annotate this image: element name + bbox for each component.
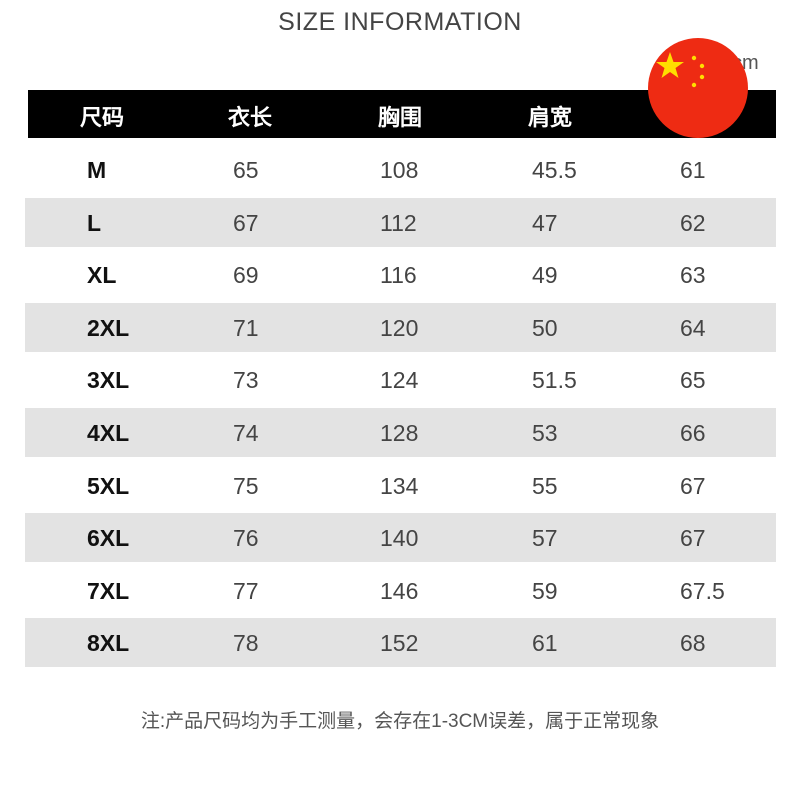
table-row: 5XL 75 134 55 67 [25, 461, 776, 510]
size-cell: 4XL [87, 420, 130, 446]
header-length: 衣长 [228, 105, 273, 130]
table-header: 尺码 衣长 胸围 肩宽 [28, 90, 776, 138]
value-cell: 59 [532, 577, 558, 604]
value-cell: 57 [532, 525, 558, 552]
value-cell: 49 [532, 262, 558, 289]
value-cell: 77 [233, 577, 259, 604]
table-row: 7XL 77 146 59 67.5 [25, 566, 776, 615]
value-cell: 65 [680, 367, 706, 394]
page-title: SIZE INFORMATION [278, 8, 522, 36]
table-row: 2XL 71 120 50 64 [25, 302, 776, 352]
value-cell: 152 [380, 630, 419, 657]
value-cell: 53 [532, 420, 558, 446]
value-cell: 67 [680, 525, 706, 552]
value-cell: 61 [680, 157, 706, 183]
value-cell: 71 [233, 314, 259, 341]
value-cell: 47 [532, 209, 558, 236]
size-cell: 5XL [87, 472, 130, 499]
value-cell: 50 [532, 314, 558, 341]
value-cell: 67 [233, 209, 259, 236]
table-row: 3XL 73 124 51.5 65 [25, 355, 776, 404]
value-cell: 67 [680, 472, 706, 499]
size-cell: 7XL [87, 577, 130, 604]
value-cell: 78 [233, 630, 259, 657]
value-cell: 67.5 [680, 577, 725, 604]
china-flag-icon [648, 38, 748, 138]
value-cell: 68 [680, 630, 706, 657]
value-cell: 66 [680, 420, 706, 446]
size-cell: L [87, 209, 102, 236]
value-cell: 124 [380, 367, 419, 394]
size-cell: 6XL [87, 525, 130, 552]
value-cell: 112 [380, 209, 417, 236]
table-row: M 65 108 45.5 61 [25, 145, 776, 194]
value-cell: 51.5 [532, 367, 577, 394]
value-cell: 62 [680, 209, 706, 236]
size-cell: 8XL [87, 630, 130, 657]
value-cell: 120 [380, 314, 419, 341]
value-cell: 146 [380, 577, 419, 604]
value-cell: 65 [233, 157, 259, 183]
value-cell: 116 [380, 262, 417, 289]
header-chest: 胸围 [378, 105, 423, 130]
value-cell: 61 [532, 630, 558, 657]
value-cell: 63 [680, 262, 706, 289]
value-cell: 75 [233, 472, 259, 499]
table-row: XL 69 116 49 63 [25, 250, 776, 299]
value-cell: 69 [233, 262, 259, 289]
value-cell: 74 [233, 420, 259, 446]
value-cell: 45.5 [532, 157, 577, 183]
value-cell: 108 [380, 157, 419, 183]
value-cell: 134 [380, 472, 419, 499]
measurement-note: 注:产品尺码均为手工测量，会存在1-3CM误差，属于正常现象 [140, 711, 660, 732]
value-cell: 64 [680, 314, 706, 341]
value-cell: 128 [380, 420, 419, 446]
table-row: L 67 112 47 62 [25, 197, 776, 247]
header-shoulder: 肩宽 [528, 105, 573, 130]
size-cell: 3XL [87, 367, 130, 394]
size-cell: 2XL [87, 314, 130, 341]
header-size: 尺码 [80, 105, 125, 130]
value-cell: 76 [233, 525, 259, 552]
value-cell: 73 [233, 367, 259, 394]
size-cell: XL [87, 262, 117, 289]
table-row: 4XL 74 128 53 66 [25, 408, 776, 457]
table-row: 6XL 76 140 57 67 [25, 513, 776, 563]
value-cell: 140 [380, 525, 419, 552]
value-cell: 55 [532, 472, 558, 499]
table-row: 8XL 78 152 61 68 [25, 618, 776, 668]
size-cell: M [87, 157, 107, 183]
